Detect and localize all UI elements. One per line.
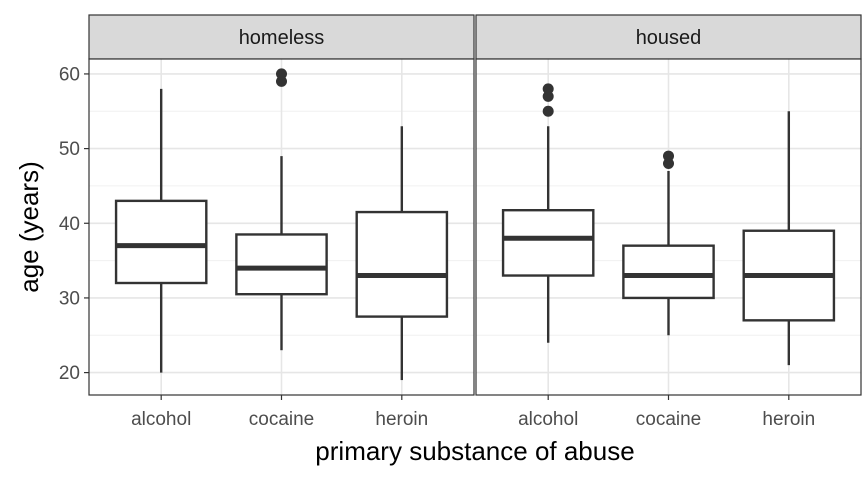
x-tick-label: cocaine (636, 409, 702, 430)
facet-strip-label: homeless (239, 27, 325, 49)
box-body (501, 208, 595, 277)
box-alcohol (114, 88, 208, 373)
y-tick-label: 30 (59, 288, 80, 309)
facet-panel-homeless: homeless alcohol cocaine heroin (88, 14, 475, 430)
facet-strip (88, 14, 475, 60)
facet-panel-housed: housed alcohol cocaine heroin (475, 14, 862, 430)
x-tick-label: heroin (762, 409, 815, 430)
outlier-point (663, 150, 674, 162)
box-alcohol (501, 83, 595, 343)
box-body (355, 210, 449, 318)
outlier-point (276, 68, 287, 80)
x-tick-label: cocaine (249, 409, 315, 430)
box-body (235, 233, 328, 296)
box-body (114, 199, 208, 285)
x-tick-label: alcohol (131, 409, 191, 430)
y-tick-label: 40 (59, 214, 80, 235)
facet-panels: homeless alcohol cocaine heroin housed alcoho… (88, 14, 862, 430)
box-heroin (355, 126, 449, 381)
box-heroin (742, 111, 836, 366)
x-axis-title: primary substance of abuse (315, 436, 634, 466)
x-tick-label: heroin (375, 409, 428, 430)
box-cocaine (235, 68, 328, 351)
y-tick-label: 50 (59, 139, 80, 160)
outlier-point (542, 83, 554, 95)
y-axis-title: age (years) (14, 161, 44, 293)
y-tick-label: 60 (59, 64, 80, 85)
box-cocaine (622, 150, 715, 336)
outlier-point (542, 105, 554, 117)
box-body (622, 244, 715, 300)
x-tick-label: alcohol (518, 409, 578, 430)
y-axis: 20 30 40 50 60 (59, 64, 89, 384)
y-tick-label: 20 (59, 363, 80, 384)
facet-strip-label: housed (636, 27, 702, 49)
facet-strip (475, 14, 862, 60)
